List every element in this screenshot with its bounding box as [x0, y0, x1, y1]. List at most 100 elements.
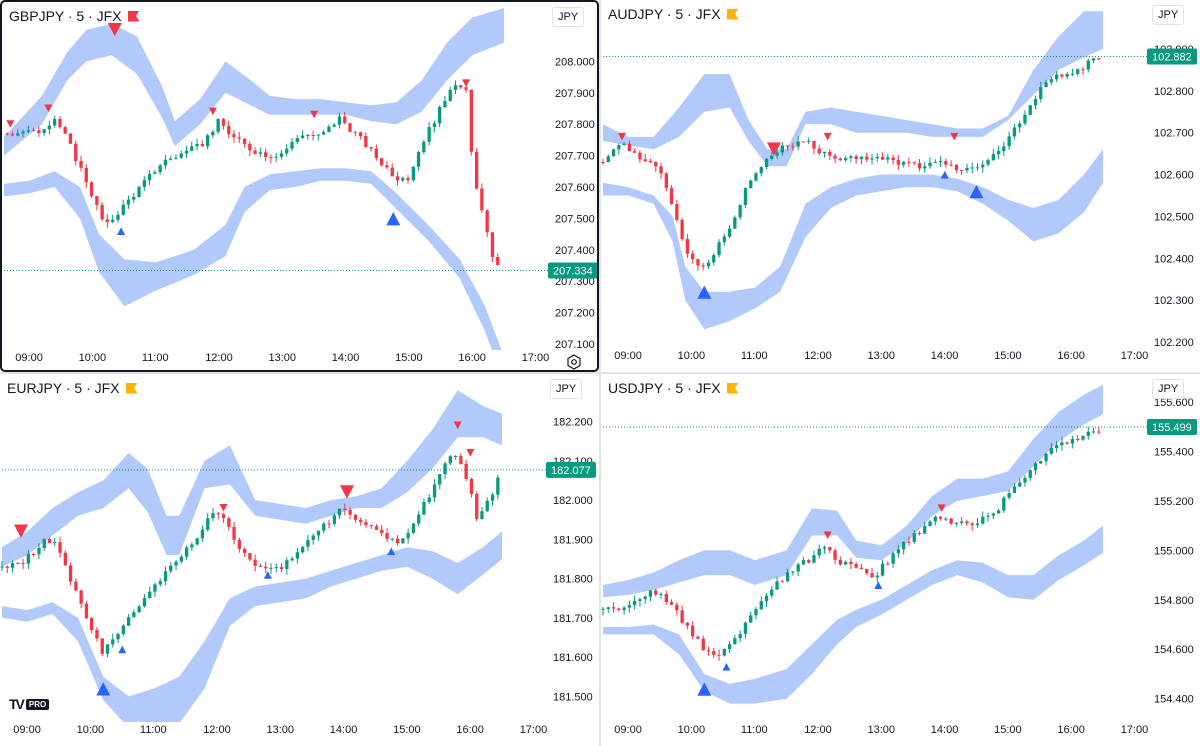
last-price-tag[interactable]: [1147, 419, 1197, 435]
candle-body: [84, 603, 89, 619]
buy-signal-marker[interactable]: [387, 547, 396, 556]
sell-signal-marker[interactable]: [107, 23, 122, 37]
plot-area[interactable]: [601, 384, 1103, 704]
buy-signal-marker[interactable]: [386, 212, 401, 226]
sell-signal-marker[interactable]: [310, 110, 319, 119]
sell-signal-marker[interactable]: [44, 104, 53, 113]
price-axis-label: 102.200: [1154, 337, 1194, 349]
plot-area[interactable]: [0, 390, 502, 728]
upper-band: [603, 11, 1103, 167]
candle-body: [237, 137, 241, 139]
candle-body: [121, 204, 125, 215]
chart-pane-usdjpy[interactable]: 155.600 155.400 155.200 155.000 154.800 154.6…: [601, 374, 1200, 746]
sell-signal-marker[interactable]: [6, 120, 15, 128]
last-price-tag[interactable]: [1147, 48, 1197, 65]
time-axis[interactable]: 09:00 10:00 11:00 12:00 13:00 14:00 15:00 16:00…: [15, 352, 549, 364]
symbol-title[interactable]: EURJPY · 5 · JFX: [7, 380, 138, 396]
time-axis-label: 15:00: [994, 724, 1022, 736]
chart-pane-gbpjpy[interactable]: 208.000 207.900 207.800 207.700 207.600 207.5…: [0, 0, 599, 372]
buy-signal-marker[interactable]: [118, 645, 127, 654]
buy-signal-marker[interactable]: [940, 170, 949, 179]
yellow-flag-icon[interactable]: [125, 382, 138, 394]
pane-divider-horizontal[interactable]: [0, 372, 1200, 374]
candle-body: [627, 605, 631, 608]
currency-button[interactable]: JPY: [552, 7, 585, 27]
sell-signal-marker[interactable]: [766, 142, 781, 156]
time-axis[interactable]: 09:00 10:00 11:00 12:00 13:00 14:00 15:00 16:00…: [614, 724, 1148, 736]
time-axis-label: 12:00: [804, 724, 832, 736]
candle-body: [965, 168, 969, 171]
settings-icon[interactable]: [566, 354, 582, 370]
currency-button[interactable]: JPY: [1152, 379, 1185, 399]
sell-signal-marker[interactable]: [208, 107, 217, 116]
plot-area[interactable]: [4, 8, 504, 370]
candle-body: [137, 186, 141, 197]
plot-area[interactable]: [601, 11, 1103, 330]
buy-signal-marker[interactable]: [117, 227, 126, 235]
currency-button[interactable]: JPY: [1152, 5, 1185, 25]
sell-signal-marker[interactable]: [462, 79, 471, 87]
buy-signal-marker[interactable]: [263, 571, 272, 579]
candle-body: [142, 598, 147, 607]
sell-signal-marker[interactable]: [339, 485, 354, 499]
last-price-tag[interactable]: [548, 262, 597, 279]
sell-signal-marker[interactable]: [823, 132, 832, 141]
sell-signal-marker[interactable]: [453, 421, 462, 430]
sell-signal-marker[interactable]: [13, 524, 28, 538]
symbol-title[interactable]: GBPJPY · 5 · JFX: [9, 8, 140, 24]
candle-body: [833, 155, 837, 159]
sell-signal-marker[interactable]: [617, 132, 626, 141]
time-axis[interactable]: 09:00 10:00 11:00 12:00 13:00 14:00 15:00 16:00…: [13, 724, 547, 736]
currency-button[interactable]: JPY: [550, 379, 583, 399]
buy-signal-marker[interactable]: [96, 682, 111, 696]
candle-body: [464, 463, 468, 479]
red-flag-icon[interactable]: [127, 10, 140, 22]
candle-body: [648, 590, 653, 597]
price-axis-label: 155.600: [1154, 397, 1194, 409]
buy-signal-marker[interactable]: [697, 285, 712, 299]
last-price-tag[interactable]: [546, 461, 596, 478]
candles: [601, 57, 1101, 272]
chart-canvas[interactable]: 155.600 155.400 155.200 155.000 154.800 154.6…: [601, 374, 1200, 746]
yellow-flag-icon[interactable]: [726, 8, 739, 20]
symbol-title[interactable]: AUDJPY · 5 · JFX: [608, 6, 739, 22]
price-axis[interactable]: 182.200182.100182.000181.900181.800181.7…: [546, 417, 596, 704]
yellow-flag-icon[interactable]: [726, 382, 739, 394]
candle-body: [701, 638, 705, 651]
sell-signal-marker[interactable]: [823, 531, 832, 540]
time-axis-label: 11:00: [741, 724, 768, 736]
candle-body: [63, 127, 67, 134]
time-axis-label: 10:00: [79, 352, 107, 364]
candle-body: [896, 159, 900, 165]
sell-signal-marker[interactable]: [466, 449, 475, 457]
price-axis[interactable]: 102.900102.800102.700102.600102.500102.4…: [1147, 44, 1197, 349]
time-axis-label: 13:00: [868, 350, 896, 362]
chart-canvas[interactable]: 102.900102.800102.700102.600102.500102.4…: [601, 0, 1200, 372]
candle-body: [58, 542, 62, 553]
candle-body: [184, 150, 189, 154]
sell-signal-marker[interactable]: [219, 503, 228, 512]
candle-body: [822, 151, 827, 154]
sell-signal-marker[interactable]: [937, 504, 946, 512]
buy-signal-marker[interactable]: [697, 682, 712, 696]
symbol-title[interactable]: USDJPY · 5 · JFX: [608, 380, 739, 396]
chart-canvas[interactable]: 208.000 207.900 207.800 207.700 207.600 207.5…: [2, 2, 597, 370]
candle-body: [274, 567, 278, 569]
chart-canvas[interactable]: 182.200182.100182.000181.900181.800181.7…: [0, 374, 599, 746]
candle-body: [216, 119, 220, 132]
chart-pane-eurjpy[interactable]: 182.200 182.100 182.000 181.900 181.800 181.7…: [0, 374, 599, 746]
chart-pane-audjpy[interactable]: 102.900102.800102.700102.600102.500102.4…: [601, 0, 1200, 372]
buy-signal-marker[interactable]: [722, 662, 731, 671]
price-axis[interactable]: 208.000 207.900 207.800 207.700 207.600 207.5…: [548, 56, 597, 351]
price-axis[interactable]: 155.600 155.400 155.200 155.000 154.800 154.6…: [1147, 397, 1197, 706]
tradingview-logo[interactable]: TV PRO: [9, 696, 50, 712]
candle-body: [200, 529, 205, 539]
time-axis[interactable]: 09:00 10:00 11:00 12:00 13:00 14:00 15:00 16:00…: [614, 350, 1148, 362]
candle-body: [622, 607, 626, 610]
time-axis-label: 10:00: [678, 350, 706, 362]
buy-signal-marker[interactable]: [969, 184, 984, 199]
candle-body: [743, 188, 748, 205]
buy-signal-marker[interactable]: [874, 581, 883, 589]
candle-body: [179, 556, 183, 562]
sell-signal-marker[interactable]: [950, 132, 959, 141]
